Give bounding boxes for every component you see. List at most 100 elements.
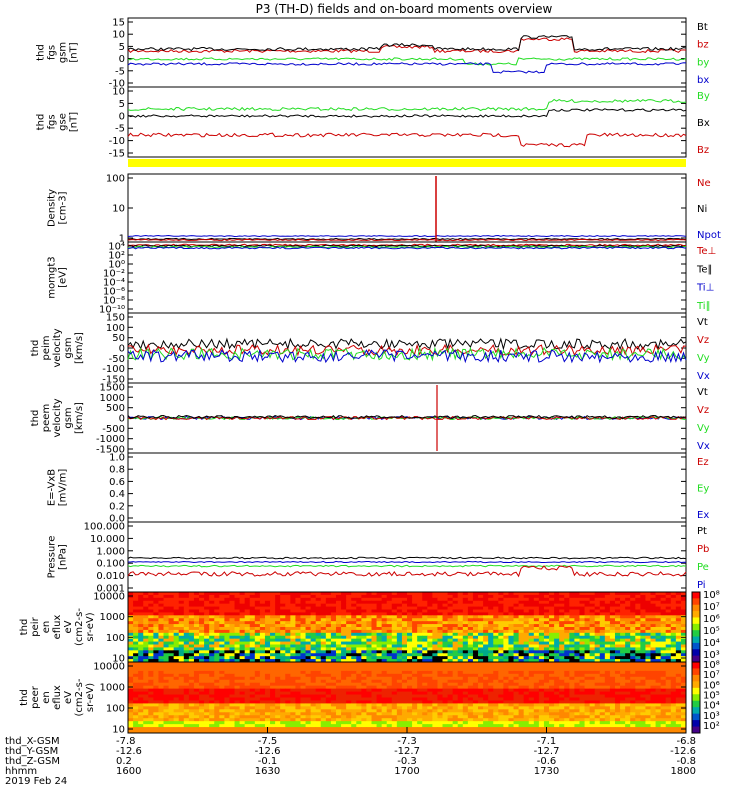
heatmap-cell bbox=[361, 635, 367, 640]
series-by-line bbox=[128, 57, 687, 66]
heatmap-cell bbox=[254, 703, 261, 707]
heatmap-cell bbox=[660, 679, 667, 684]
heatmap-cell bbox=[569, 682, 575, 687]
heatmap-cell bbox=[264, 667, 271, 672]
heatmap-cell bbox=[447, 592, 454, 596]
heatmap-cell bbox=[447, 653, 454, 657]
heatmap-cell bbox=[335, 694, 342, 698]
heatmap-cell bbox=[396, 715, 403, 719]
heatmap-cell bbox=[554, 664, 560, 669]
heatmap-cell bbox=[285, 638, 291, 643]
heatmap-cell bbox=[305, 621, 312, 625]
heatmap-cell bbox=[452, 685, 459, 690]
heatmap-cell bbox=[599, 700, 606, 704]
y-label-line: [km/s] bbox=[74, 332, 85, 364]
heatmap-cell bbox=[635, 653, 641, 657]
heatmap-cell bbox=[467, 650, 474, 654]
heatmap-cell bbox=[559, 712, 565, 716]
heatmap-cell bbox=[270, 697, 276, 701]
heatmap-cell bbox=[523, 712, 530, 716]
heatmap-cell bbox=[493, 667, 499, 672]
heatmap-cell bbox=[609, 615, 616, 619]
heatmap-cell bbox=[153, 597, 159, 602]
heatmap-cell bbox=[178, 697, 185, 701]
heatmap-cell bbox=[361, 694, 367, 698]
heatmap-cell bbox=[680, 609, 687, 613]
heatmap-cell bbox=[584, 592, 591, 596]
heatmap-cell bbox=[346, 670, 352, 675]
heatmap-cell bbox=[599, 606, 606, 610]
heatmap-cell bbox=[270, 691, 276, 696]
heatmap-cell bbox=[280, 662, 286, 666]
y-tick-label: 10² bbox=[108, 251, 125, 262]
heatmap-cell bbox=[219, 621, 225, 625]
heatmap-cell bbox=[330, 673, 337, 678]
heatmap-cell bbox=[584, 659, 591, 663]
heatmap-cell bbox=[295, 679, 301, 684]
heatmap-cell bbox=[609, 632, 616, 637]
heatmap-cell bbox=[665, 703, 672, 707]
heatmap-cell bbox=[665, 641, 672, 645]
heatmap-cell bbox=[391, 676, 398, 681]
heatmap-cell bbox=[188, 694, 195, 698]
heatmap-cell bbox=[407, 650, 413, 654]
heatmap-cell bbox=[300, 659, 307, 663]
heatmap-cell bbox=[478, 667, 484, 672]
heatmap-cell bbox=[564, 703, 570, 707]
heatmap-cell bbox=[153, 650, 159, 654]
heatmap-cell bbox=[437, 685, 444, 690]
heatmap-cell bbox=[579, 656, 586, 660]
heatmap-cell bbox=[280, 650, 286, 654]
heatmap-cell bbox=[417, 653, 423, 657]
heatmap-cell bbox=[417, 682, 423, 687]
heatmap-cell bbox=[508, 676, 515, 681]
heatmap-cell bbox=[462, 609, 469, 613]
heatmap-cell bbox=[254, 662, 261, 666]
heatmap-cell bbox=[513, 629, 520, 634]
heatmap-cell bbox=[620, 612, 626, 616]
heatmap-cell bbox=[254, 632, 261, 637]
heatmap-cell bbox=[452, 673, 459, 678]
heatmap-cell bbox=[133, 688, 139, 693]
heatmap-cell bbox=[640, 594, 646, 599]
heatmap-cell bbox=[249, 697, 256, 701]
heatmap-cell bbox=[625, 627, 631, 631]
heatmap-cell bbox=[315, 688, 322, 693]
heatmap-cell bbox=[305, 635, 312, 640]
heatmap-cell bbox=[239, 629, 246, 634]
y-label-line: peir bbox=[30, 616, 41, 636]
heatmap-cell bbox=[254, 638, 261, 643]
heatmap-cell bbox=[376, 609, 383, 613]
heatmap-cell bbox=[335, 662, 342, 666]
heatmap-cell bbox=[346, 638, 352, 643]
heatmap-cell bbox=[594, 697, 601, 701]
heatmap-cell bbox=[498, 673, 504, 678]
heatmap-cell bbox=[467, 644, 474, 648]
heatmap-cell bbox=[472, 597, 479, 602]
heatmap-cell bbox=[518, 673, 525, 678]
heatmap-cell bbox=[391, 609, 398, 613]
heatmap-cell bbox=[635, 629, 641, 634]
heatmap-cell bbox=[533, 691, 540, 696]
heatmap-cell bbox=[498, 641, 504, 645]
heatmap-cell bbox=[645, 691, 651, 696]
heatmap-cell bbox=[472, 709, 479, 713]
heatmap-cell bbox=[381, 667, 388, 672]
heatmap-cell bbox=[407, 644, 413, 648]
heatmap-cell bbox=[670, 609, 677, 613]
heatmap-cell bbox=[508, 688, 515, 693]
heatmap-cell bbox=[229, 659, 236, 663]
heatmap-cell bbox=[376, 647, 383, 651]
heatmap-cell bbox=[356, 712, 362, 716]
heatmap-cell bbox=[275, 709, 281, 713]
heatmap-cell bbox=[275, 618, 281, 622]
colorbar-cell bbox=[692, 655, 700, 663]
heatmap-cell bbox=[493, 653, 499, 657]
heatmap-cell bbox=[396, 600, 403, 605]
heatmap-cell bbox=[407, 621, 413, 625]
heatmap-cell bbox=[330, 618, 337, 622]
heatmap-cell bbox=[371, 715, 378, 719]
heatmap-cell bbox=[275, 676, 281, 681]
heatmap-cell bbox=[604, 682, 611, 687]
heatmap-cell bbox=[315, 700, 322, 704]
